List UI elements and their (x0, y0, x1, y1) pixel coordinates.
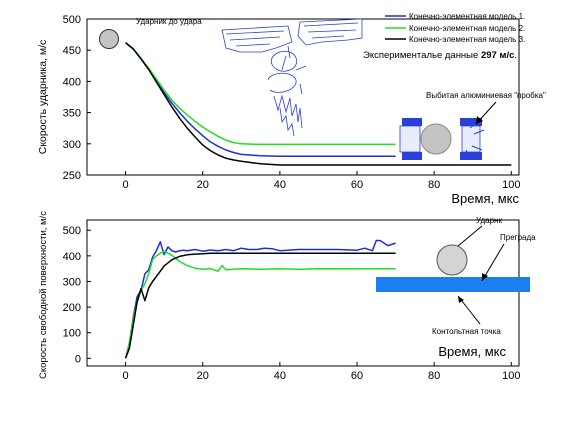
top-x-axis-label: Время, мкс (451, 191, 519, 206)
bottom-y-tick-label: 500 (63, 225, 81, 237)
top-y-tick-label: 400 (63, 76, 81, 88)
experimental-data-suffix: . (514, 50, 517, 61)
bottom-series-group (124, 239, 396, 359)
experimental-data-value: 297 м/с (481, 50, 514, 61)
legend-label-model-1: Конечно-элементная модель 1. (409, 12, 525, 21)
experimental-data-note: Эксперименталье данные 297 м/с. (363, 50, 517, 61)
bottom-x-tick-label: 20 (197, 370, 209, 382)
impactor-circle-icon (436, 244, 468, 276)
top-x-tick-label: 80 (428, 179, 440, 191)
plug-pointer-arrowhead-icon (476, 116, 483, 124)
impactor-before-impact-icon (99, 29, 119, 49)
bottom-x-ticks: 0 20 40 60 80 100 (123, 362, 520, 382)
bottom-y-axis-label: Скорость свободной поверхности, м/с (38, 211, 49, 379)
top-series-line-1 (125, 42, 396, 158)
top-y-axis-label: Скорость ударника, м/с (37, 40, 49, 155)
bottom-y-tick-label: 200 (63, 302, 81, 314)
experimental-data-prefix: Эксперименталье данные (363, 50, 481, 61)
legend-label-model-3: Конечно-элементная модель 3. (409, 35, 525, 44)
impactor-pointer (457, 225, 483, 247)
plot-frame-top (86, 18, 520, 176)
knocked-out-plug-label: Выбитая алюминиевая "пробка" (426, 91, 546, 100)
impactor-before-impact-label: Ударник до удара (136, 17, 202, 26)
top-y-tick-label: 350 (63, 108, 81, 120)
top-y-tick-label: 450 (63, 45, 81, 57)
top-x-tick-label: 100 (502, 179, 520, 191)
bottom-y-tick-label: 400 (63, 251, 81, 263)
chart-top: 250 300 350 400 450 500 0 20 40 60 80 100 Скорость… (37, 12, 546, 206)
top-x-tick-label: 40 (274, 179, 286, 191)
obstacle-pointer-arrowhead-icon (482, 273, 488, 281)
top-x-tick-label: 0 (123, 179, 129, 191)
obstacle-label: Преграда (500, 233, 536, 242)
bottom-y-ticks: 0 100 200 300 400 500 (63, 225, 91, 365)
bottom-x-tick-label: 40 (274, 370, 286, 382)
contact-point-label: Контольтная точка (432, 327, 501, 336)
top-y-ticks: 250 300 350 400 450 500 (63, 14, 91, 182)
knocked-out-plug-illustration-icon (399, 118, 485, 160)
bottom-x-tick-label: 80 (428, 370, 440, 382)
deformed-target-illustration-icon (221, 18, 363, 137)
plot-frame-bottom (86, 219, 520, 367)
top-y-tick-label: 300 (63, 139, 81, 151)
bottom-series-line-1 (124, 239, 396, 359)
top-series-group (125, 42, 512, 166)
top-series-line-3 (125, 42, 512, 166)
bottom-x-tick-label: 100 (502, 370, 520, 382)
bottom-x-tick-label: 0 (123, 370, 129, 382)
bottom-x-axis-label: Время, мкс (438, 344, 506, 359)
top-y-tick-label: 250 (63, 170, 81, 182)
contact-point-arrowhead-icon (458, 296, 464, 303)
legend: Конечно-элементная модель 1. Конечно-эле… (385, 12, 525, 44)
bottom-y-tick-label: 0 (75, 353, 81, 365)
chart-bottom: 0 100 200 300 400 500 0 20 40 60 80 100 Скорость с… (38, 211, 536, 382)
top-y-tick-label: 500 (63, 14, 81, 26)
bottom-series-line-3 (124, 252, 396, 359)
top-x-ticks: 0 20 40 60 80 100 (123, 171, 520, 191)
top-series-line-2 (125, 42, 396, 146)
bottom-y-tick-label: 100 (63, 328, 81, 340)
impactor-label: Ударнк (476, 216, 502, 225)
top-x-tick-label: 60 (351, 179, 363, 191)
bottom-y-tick-label: 300 (63, 276, 81, 288)
bottom-series-line-2 (124, 250, 396, 359)
obstacle-plate (376, 277, 530, 292)
legend-label-model-2: Конечно-элементная модель 2. (409, 24, 525, 33)
bottom-x-tick-label: 60 (351, 370, 363, 382)
top-x-tick-label: 20 (197, 179, 209, 191)
